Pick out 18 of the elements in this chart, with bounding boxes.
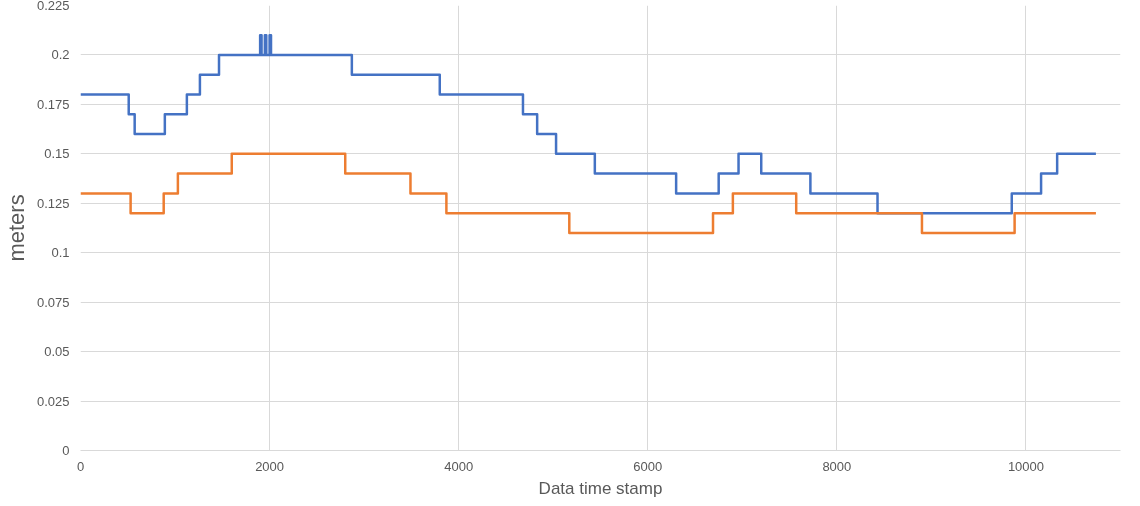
y-tick-label: 0.075	[36, 294, 70, 310]
y-tick-label: 0.125	[36, 195, 70, 211]
x-tick-label: 0	[76, 458, 85, 474]
x-tick-label: 10000	[1007, 458, 1045, 474]
y-tick-label: 0.1	[51, 245, 70, 261]
x-axis-title: Data time stamp	[538, 478, 663, 498]
y-tick-label: 0.15	[44, 146, 70, 162]
y-tick-label: 0.2	[51, 47, 70, 63]
y-tick-label: 0	[62, 443, 70, 458]
x-tick-label: 6000	[633, 458, 663, 474]
y-tick-label: 0.05	[44, 344, 70, 360]
y-tick-label: 0.175	[36, 96, 70, 112]
x-tick-label: 4000	[444, 458, 474, 474]
y-axis-title: meters	[3, 194, 29, 262]
y-tick-label: 0.225	[36, 0, 70, 13]
y-tick-label: 0.025	[36, 393, 70, 409]
x-tick-label: 8000	[822, 458, 852, 474]
x-tick-label: 2000	[255, 458, 285, 474]
